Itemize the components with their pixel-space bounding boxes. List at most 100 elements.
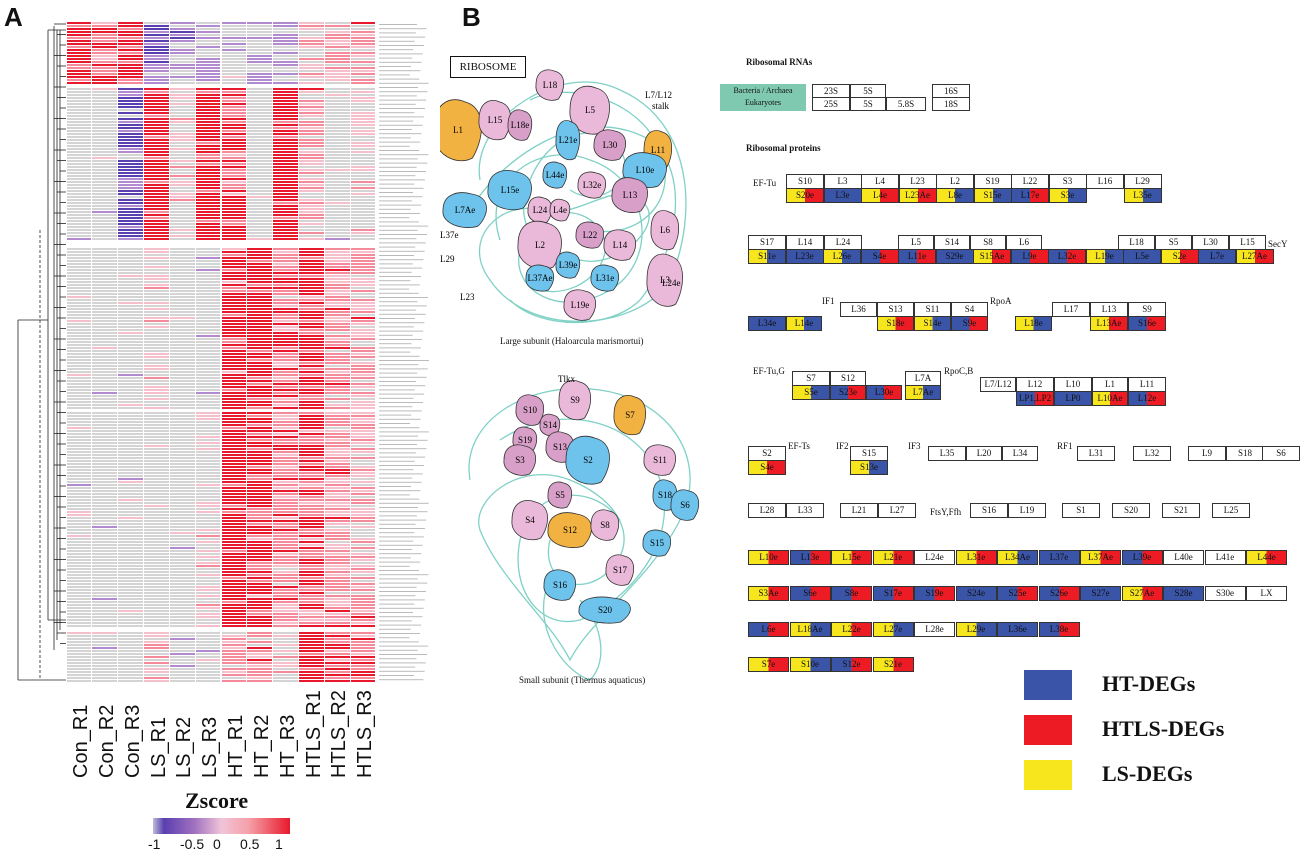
heatmap-cell [118,505,143,507]
heatmap-cell [92,535,118,537]
heatmap-cell [247,136,273,138]
heatmap-cell [92,553,118,555]
heatmap-cell [350,272,376,274]
heatmap-cell [324,460,350,462]
heatmap-cell [66,130,92,132]
ribosomal-proteins-header: Ribosomal proteins [746,143,821,153]
heatmap-cell [66,407,92,409]
heatmap-cell [299,389,324,391]
row-label-text [379,624,422,626]
row-label-text [379,616,423,618]
protein-box-l19: L19 [1008,503,1046,518]
heatmap-cell [92,208,118,210]
protein-label-l24: L24 [533,205,548,215]
heatmap-cell [299,520,324,522]
heatmap-cell [299,278,324,280]
heatmap-cell [66,121,92,123]
heatmap-cell [66,499,92,501]
protein-box-l5e: L5e [1123,249,1161,264]
heatmap-cell [221,613,247,615]
heatmap-cell [299,28,324,30]
heatmap-cell [118,613,143,615]
heatmap-cell [299,329,324,331]
heatmap-cell [169,535,195,537]
row-label-text [379,347,421,349]
heatmap-cell [144,160,169,162]
heatmap-cell [350,28,376,30]
heatmap-cell [350,559,376,561]
heatmap-cell [66,592,92,594]
heatmap-cell [299,505,324,507]
heatmap-cell [221,263,247,265]
protein-box-l13ae: L13Ae [1090,316,1128,331]
heatmap-cell [195,430,221,432]
heatmap-cell [195,638,221,640]
heatmap-cell [247,148,273,150]
heatmap-cell [195,293,221,295]
heatmap-cell [221,160,247,162]
heatmap-cell [247,395,273,397]
heatmap-cell [299,613,324,615]
heatmap-cell [324,613,350,615]
heatmap-cell [247,680,273,682]
operon-label: RpoC,B [944,366,974,376]
heatmap-cell [273,583,298,585]
protein-box-s17e: S17e [872,586,914,601]
heatmap-cell [350,37,376,39]
heatmap-cell [118,469,143,471]
heatmap-cell [195,350,221,352]
heatmap-cell [169,460,195,462]
heatmap-cell [144,211,169,213]
heatmap-cell [92,659,118,661]
heatmap-cell [195,278,221,280]
protein-l15e [487,170,532,211]
heatmap-cell [118,659,143,661]
heatmap-cell [144,305,169,307]
heatmap-cell [66,472,92,474]
heatmap-cell [92,151,118,153]
heatmap-cell [324,668,350,670]
heatmap-cell [324,674,350,676]
heatmap-cell [221,211,247,213]
heatmap-cell [66,583,92,585]
heatmap-cell [118,157,143,159]
heatmap-cell [324,55,350,57]
heatmap-cell [195,553,221,555]
heatmap-cell [169,82,195,84]
heatmap-cell [299,586,324,588]
heatmap-cell [299,463,324,465]
heatmap-cell [118,508,143,510]
heatmap-cell [169,389,195,391]
heatmap-cell [92,439,118,441]
heatmap-cell [350,520,376,522]
heatmap-cell [247,94,273,96]
heatmap-cell [324,368,350,370]
heatmap-cell [66,532,92,534]
heatmap-cell [221,368,247,370]
row-label-text [379,246,416,248]
heatmap-cell [324,46,350,48]
protein-box-l2: L2 [936,174,974,189]
heatmap-cell [273,577,298,579]
heatmap-cell [66,377,92,379]
protein-box-l44e: L44e [1246,550,1287,565]
legend-swatch-ht-degs [1024,670,1072,700]
heatmap-cell [299,199,324,201]
protein-box-l29: L29 [1123,174,1162,189]
heatmap-cell [169,214,195,216]
heatmap-cell [350,550,376,552]
heatmap-cell [350,157,376,159]
heatmap-cell [92,619,118,621]
heatmap-cell [118,184,143,186]
heatmap-cell [350,607,376,609]
row-label-text [379,439,428,441]
heatmap-cell [221,296,247,298]
row-label-text [379,229,418,231]
heatmap-cell [169,46,195,48]
heatmap-cell [273,181,298,183]
protein-box-s28e: S28e [1163,586,1204,601]
heatmap-cell [350,251,376,253]
heatmap-cell [273,88,298,90]
heatmap-cell [324,635,350,637]
heatmap-cell [144,28,169,30]
